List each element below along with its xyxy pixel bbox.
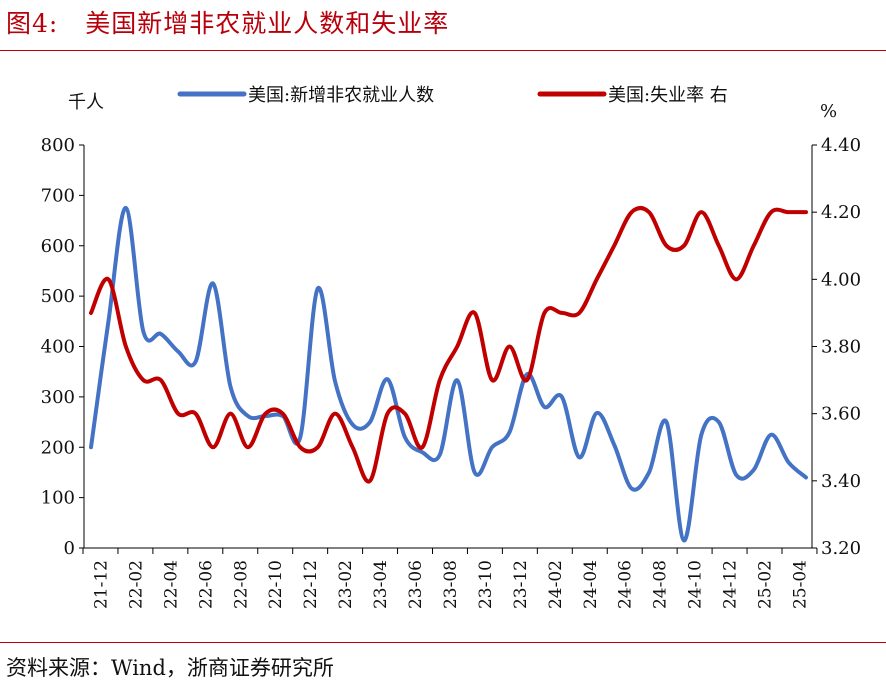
left-tick-label: 0 bbox=[64, 538, 75, 559]
series-layer bbox=[89, 205, 808, 543]
left-tick-label: 400 bbox=[41, 337, 75, 358]
right-tick-label: 3.80 bbox=[821, 337, 861, 358]
left-tick-label: 300 bbox=[41, 387, 75, 408]
left-tick-label: 800 bbox=[41, 135, 75, 156]
figure-title: 图4: 美国新增非农就业人数和失业率 bbox=[6, 9, 450, 38]
right-tick-label: 4.20 bbox=[821, 202, 861, 223]
x-tick-label: 25-02 bbox=[756, 560, 776, 609]
right-tick-label: 3.60 bbox=[821, 404, 861, 425]
legend-label: 美国:新增非农就业人数 bbox=[248, 85, 434, 106]
legend: 美国:新增非农就业人数 美国:失业率 右 bbox=[177, 85, 728, 106]
x-tick-label: 22-08 bbox=[231, 560, 251, 609]
left-tick-label: 100 bbox=[41, 488, 75, 509]
left-tick-label: 700 bbox=[41, 185, 75, 206]
x-tick-label: 24-02 bbox=[546, 560, 566, 609]
series-line-payrolls bbox=[89, 205, 808, 543]
series-line-unemployment bbox=[89, 205, 808, 484]
x-tick-label: 24-10 bbox=[686, 560, 706, 609]
left-tick-label: 600 bbox=[41, 236, 75, 257]
x-tick-label: 25-04 bbox=[790, 560, 810, 609]
right-axis: 3.20 3.40 3.60 3.80 4.00 4.20 4.40 bbox=[811, 135, 861, 559]
x-tick-label: 24-06 bbox=[616, 560, 636, 609]
x-tick-label: 24-12 bbox=[721, 560, 741, 609]
title-rule bbox=[0, 50, 886, 51]
left-axis-unit: 千人 bbox=[68, 92, 104, 113]
left-tick-label: 200 bbox=[41, 437, 75, 458]
left-tick-label: 500 bbox=[41, 286, 75, 307]
right-tick-label: 3.40 bbox=[821, 471, 861, 492]
x-tick-label: 23-12 bbox=[511, 560, 531, 609]
x-axis: 21-12 22-02 22-04 22-06 22-08 22-10 22-12 23-02… bbox=[82, 547, 818, 609]
right-tick-label: 3.20 bbox=[821, 538, 861, 559]
x-tick-label: 24-04 bbox=[581, 560, 601, 609]
x-tick-label: 23-10 bbox=[476, 560, 496, 609]
x-tick-label: 22-10 bbox=[266, 560, 286, 609]
x-tick-label: 21-12 bbox=[91, 560, 111, 609]
x-tick-label: 22-12 bbox=[301, 560, 321, 609]
x-tick-label: 24-08 bbox=[651, 560, 671, 609]
right-axis-unit: % bbox=[820, 101, 837, 122]
x-tick-label: 22-02 bbox=[126, 560, 146, 609]
legend-label: 美国:失业率 右 bbox=[608, 85, 728, 106]
right-tick-label: 4.00 bbox=[821, 269, 861, 290]
source-note: 资料来源：Wind，浙商证券研究所 bbox=[6, 656, 334, 680]
source-rule bbox=[0, 642, 886, 643]
x-tick-label: 23-08 bbox=[441, 560, 461, 609]
left-axis: 0 100 200 300 400 500 600 700 800 bbox=[41, 135, 85, 559]
x-tick-label: 22-06 bbox=[196, 560, 216, 609]
x-tick-label: 22-04 bbox=[161, 560, 181, 609]
x-tick-label: 23-02 bbox=[336, 560, 356, 609]
right-tick-label: 4.40 bbox=[821, 135, 861, 156]
x-tick-label: 23-06 bbox=[406, 560, 426, 609]
x-tick-label: 23-04 bbox=[371, 560, 391, 609]
